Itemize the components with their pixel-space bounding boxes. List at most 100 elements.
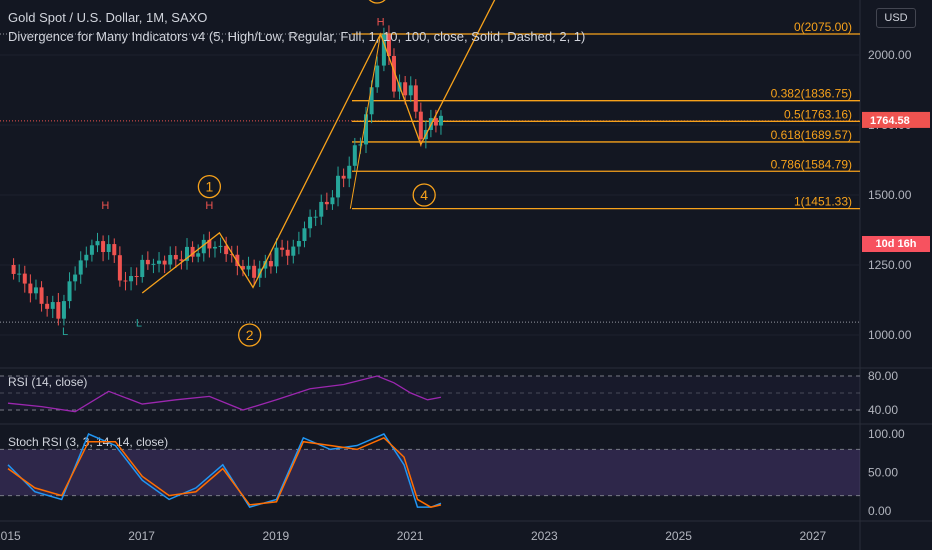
candle-body <box>157 260 162 264</box>
candle-body <box>22 273 27 284</box>
time-axis-label: 2025 <box>665 529 692 543</box>
fib-level-label: 1(1451.33) <box>794 195 852 209</box>
stoch-tick-label: 50.00 <box>868 466 898 480</box>
time-axis-label: 2023 <box>531 529 558 543</box>
candle-body <box>201 239 206 254</box>
candle-body <box>381 34 386 66</box>
candle-body <box>240 266 245 270</box>
candle-body <box>50 302 55 309</box>
candle-body <box>39 287 44 304</box>
candle-body <box>185 246 190 261</box>
candle-body <box>268 261 273 267</box>
candle-body <box>140 259 145 278</box>
price-tick-label: 1500.00 <box>868 188 912 202</box>
candle-body <box>403 82 408 96</box>
wave-label-circle <box>412 183 436 207</box>
candle-body <box>313 216 318 218</box>
candle-body <box>364 114 369 145</box>
candle-body <box>347 165 352 179</box>
fib-level-label: 0.786(1584.79) <box>771 157 852 171</box>
candle-body <box>369 87 374 115</box>
candle-body <box>101 241 106 252</box>
stoch-band <box>0 449 860 496</box>
candle-body <box>235 254 240 267</box>
pivot-low-label: L <box>62 326 68 338</box>
chart-title: Gold Spot / U.S. Dollar, 1M, SAXO <box>8 10 208 25</box>
candle-body <box>352 145 357 166</box>
candle-body <box>190 246 195 257</box>
time-axis-label: 2019 <box>263 529 290 543</box>
price-tick-label: 1250.00 <box>868 258 912 272</box>
candle-body <box>33 287 38 294</box>
last-price-badge <box>862 111 930 128</box>
rsi-label: RSI (14, close) <box>8 375 87 389</box>
candle-body <box>336 175 341 198</box>
candle-body <box>117 255 122 281</box>
fib-anchor-line <box>349 33 382 209</box>
candle-body <box>252 265 257 278</box>
countdown-badge: 10d 16h <box>862 236 930 252</box>
candle-body <box>296 240 301 247</box>
stoch-tick-label: 0.00 <box>868 504 892 518</box>
candle-body <box>196 253 201 257</box>
candle-body <box>212 246 217 249</box>
candle-body <box>11 265 16 274</box>
candle-body <box>224 245 229 255</box>
pivot-high-label: H <box>101 200 109 212</box>
last-price-label: 1764.58 <box>870 115 910 127</box>
candle-body <box>179 259 184 261</box>
wave-label-circle <box>197 174 222 199</box>
candle-body <box>218 245 223 247</box>
price-tick-label: 2000.00 <box>868 48 912 62</box>
candle-body <box>151 263 156 265</box>
time-axis-label: 2027 <box>800 529 827 543</box>
candle-body <box>413 85 418 112</box>
time-axis-label: 2015 <box>0 529 21 543</box>
candle-body <box>45 303 50 309</box>
fib-level-label: 0(2075.00) <box>794 20 852 34</box>
candle-body <box>17 273 22 275</box>
candle-body <box>129 276 134 282</box>
candle-body <box>229 254 234 256</box>
candle-body <box>168 254 173 265</box>
rsi-tick-label: 80.00 <box>868 369 898 383</box>
pivot-low-label: L <box>136 318 142 330</box>
candle-body <box>162 260 167 265</box>
candle-body <box>145 259 150 265</box>
stoch-tick-label: 100.00 <box>868 427 905 441</box>
candle-body <box>438 115 443 126</box>
candle-body <box>291 246 296 256</box>
candle-body <box>386 34 391 56</box>
candle-body <box>207 239 212 249</box>
candle-body <box>308 216 313 229</box>
candle-body <box>319 201 324 217</box>
wave-label-circle <box>368 0 386 4</box>
candle-body <box>358 144 363 146</box>
wave-label: 4 <box>420 187 428 203</box>
candle-body <box>134 276 139 278</box>
time-axis-label: 2021 <box>397 529 424 543</box>
price-tick-label: 1000.00 <box>868 328 912 342</box>
candle-body <box>280 247 285 250</box>
fib-level-label: 0.5(1763.16) <box>784 107 852 121</box>
time-axis-label: 2017 <box>128 529 155 543</box>
wave-label: 1 <box>205 179 213 195</box>
candle-body <box>95 241 100 246</box>
pivot-high-label: H <box>205 200 213 212</box>
candle-body <box>123 280 128 282</box>
candle-body <box>433 118 438 126</box>
stoch-k-line <box>7 433 442 509</box>
candle-body <box>408 85 413 96</box>
candle-body <box>418 111 423 140</box>
indicator-label: Divergence for Many Indicators v4 (5, Hi… <box>8 29 586 44</box>
rsi-tick-label: 40.00 <box>868 403 898 417</box>
candle-body <box>56 302 61 319</box>
elliott-wave-path <box>141 0 496 294</box>
currency-button[interactable]: USD <box>876 8 916 28</box>
candle-body <box>375 65 380 88</box>
wave-label: 2 <box>246 327 254 343</box>
candle-body <box>330 197 335 205</box>
stoch-d-line <box>7 436 442 508</box>
